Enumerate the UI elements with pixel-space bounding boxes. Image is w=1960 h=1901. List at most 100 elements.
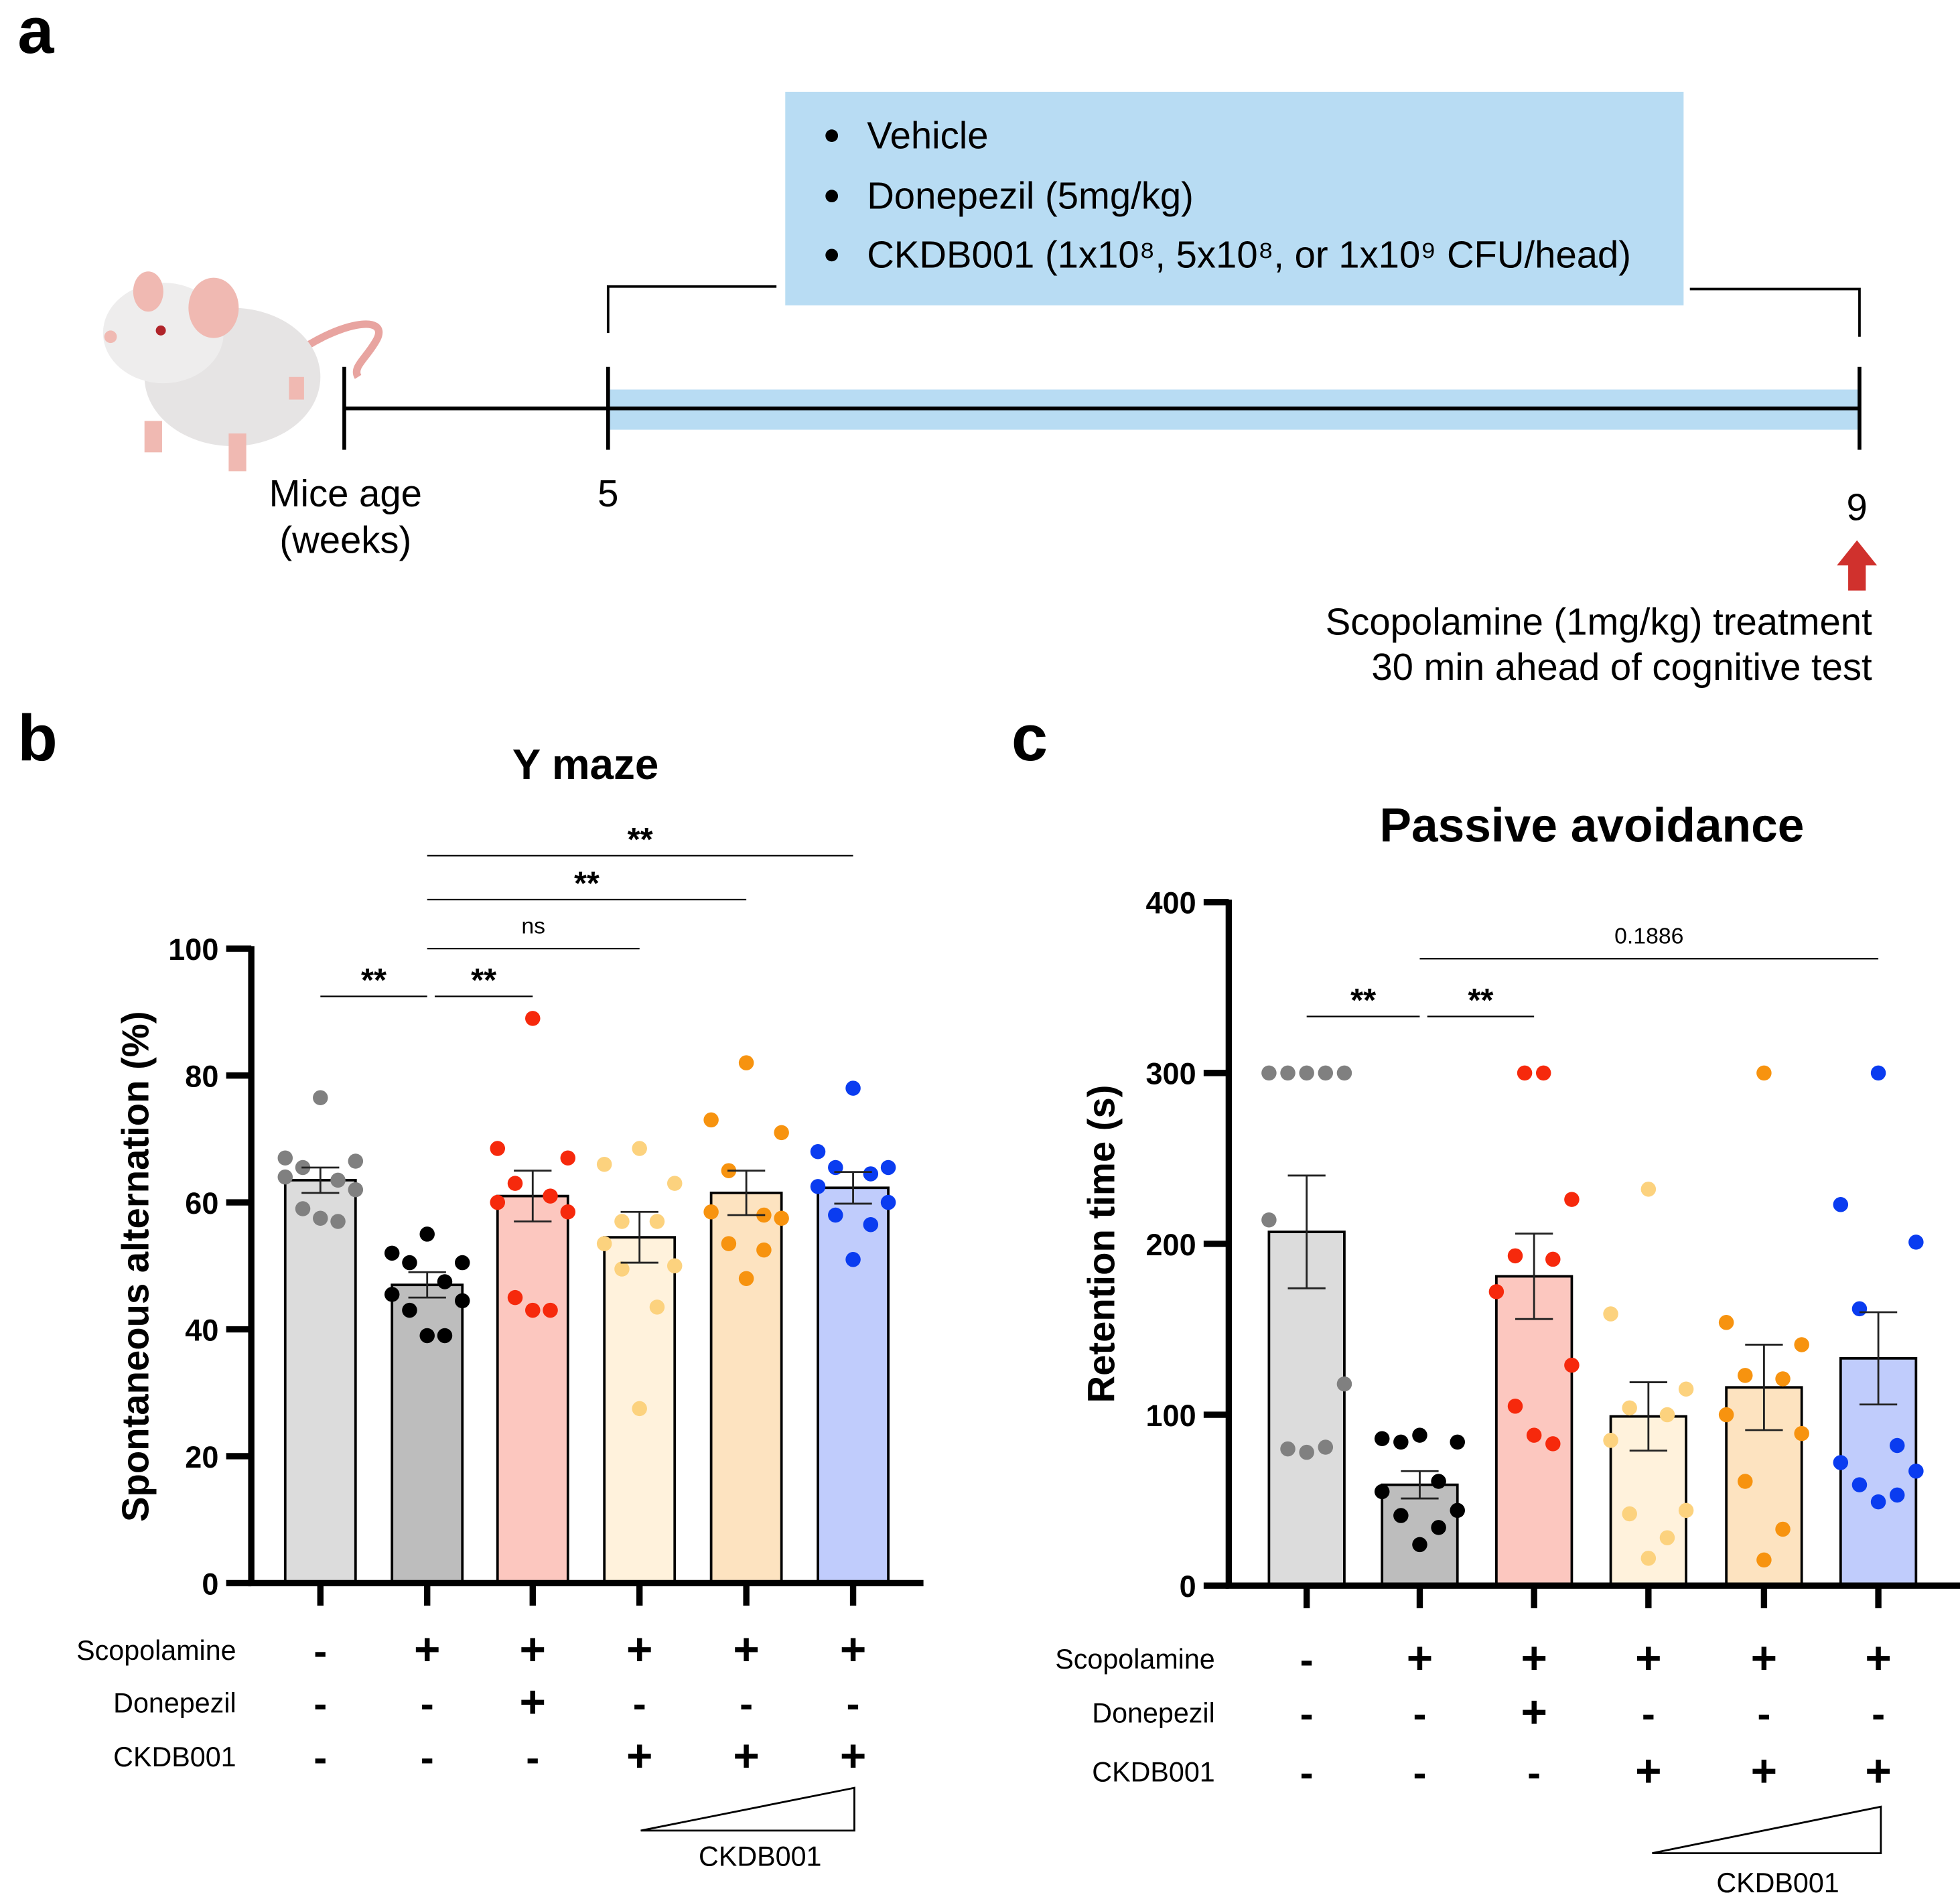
data-point <box>525 1302 541 1318</box>
data-point <box>1603 1306 1618 1322</box>
data-point <box>507 1176 523 1191</box>
treatment-donepezil: Donepezil (5mg/kg) <box>867 174 1194 216</box>
data-point <box>402 1302 417 1318</box>
condition-plus: + <box>1865 1633 1891 1683</box>
data-point <box>1889 1487 1905 1503</box>
y-tick-label: 20 <box>185 1440 218 1474</box>
data-point <box>419 1328 435 1344</box>
condition-minus: - <box>1527 1750 1541 1795</box>
data-point <box>330 1172 346 1188</box>
timeline-label-line2: (weeks) <box>279 518 411 561</box>
chart-title: Passive avoidance <box>1379 799 1804 853</box>
error-bar <box>301 1166 340 1194</box>
data-point <box>1261 1065 1277 1081</box>
condition-plus: + <box>520 1677 546 1728</box>
significance-label: 0.1886 <box>1614 924 1683 949</box>
data-point <box>1775 1521 1791 1537</box>
data-point <box>1564 1192 1580 1207</box>
data-point <box>384 1245 400 1261</box>
data-point <box>1412 1537 1427 1553</box>
data-point <box>1908 1235 1924 1250</box>
data-point <box>1299 1065 1314 1081</box>
condition-label: CKDB001 <box>113 1742 236 1772</box>
bar <box>709 1191 783 1585</box>
data-point <box>330 1214 346 1229</box>
data-point <box>863 1166 879 1182</box>
panel-letter-a: a <box>17 0 54 67</box>
significance-label: ** <box>1468 983 1493 1019</box>
data-point <box>1622 1400 1637 1416</box>
condition-minus: - <box>740 1681 753 1726</box>
data-point <box>348 1153 364 1169</box>
data-point <box>667 1176 683 1191</box>
y-tick-label: 40 <box>185 1313 218 1347</box>
data-point <box>560 1204 576 1220</box>
condition-label: Donepezil <box>113 1688 236 1719</box>
condition-plus: + <box>520 1624 546 1675</box>
data-point <box>632 1401 647 1417</box>
error-bar <box>1401 1470 1439 1500</box>
condition-minus: - <box>1300 1637 1314 1682</box>
data-point <box>1545 1251 1561 1267</box>
data-point <box>1336 1065 1352 1081</box>
data-point <box>1659 1407 1675 1423</box>
data-point <box>1718 1407 1734 1423</box>
y-tick-label: 80 <box>185 1060 218 1094</box>
chart-title: Y maze <box>512 740 659 788</box>
data-point <box>1517 1065 1533 1081</box>
data-point <box>1507 1399 1523 1414</box>
data-point <box>1318 1439 1334 1455</box>
condition-minus: - <box>633 1681 646 1726</box>
data-point <box>1622 1506 1637 1522</box>
dose-gradient-triangle <box>640 1786 855 1832</box>
data-point <box>1535 1065 1551 1081</box>
condition-label: Scopolamine <box>1055 1644 1214 1675</box>
data-point <box>384 1287 400 1302</box>
data-point <box>1640 1551 1657 1566</box>
data-point <box>863 1216 879 1233</box>
data-point <box>1393 1434 1409 1450</box>
data-point <box>1280 1441 1296 1457</box>
condition-label: Scopolamine <box>76 1635 236 1666</box>
condition-minus: - <box>1413 1691 1426 1736</box>
condition-minus: - <box>421 1681 434 1726</box>
condition-plus: + <box>1751 1633 1777 1683</box>
y-axis-label: Spontaneous alternation (%) <box>114 1011 156 1522</box>
data-point <box>1545 1436 1561 1452</box>
data-point <box>313 1210 328 1226</box>
data-point <box>402 1255 417 1271</box>
timeline-label-line1: Mice age <box>269 472 422 514</box>
treatment-bracket <box>606 285 1861 337</box>
data-point <box>880 1194 896 1210</box>
data-point <box>1908 1463 1924 1479</box>
error-bar <box>620 1210 658 1264</box>
condition-plus: + <box>626 1624 652 1675</box>
significance-label: ** <box>574 866 600 902</box>
data-point <box>1678 1381 1694 1397</box>
condition-plus: + <box>1865 1746 1891 1797</box>
y-tick-label: 60 <box>185 1186 218 1220</box>
significance-label: ** <box>1350 983 1376 1019</box>
condition-plus: + <box>414 1624 440 1675</box>
data-point <box>774 1210 789 1226</box>
data-point <box>277 1150 293 1166</box>
data-point <box>1526 1427 1542 1443</box>
bar <box>283 1179 357 1585</box>
dose-gradient-label: CKDB001 <box>699 1841 821 1872</box>
timeline-tick-5: 5 <box>598 472 618 514</box>
condition-minus: - <box>1300 1750 1314 1795</box>
data-point <box>1738 1368 1753 1383</box>
data-point <box>1336 1376 1352 1392</box>
condition-label: CKDB001 <box>1092 1757 1214 1788</box>
data-point <box>845 1080 861 1096</box>
data-point <box>649 1214 665 1229</box>
error-bar <box>1745 1344 1783 1431</box>
condition-minus: - <box>1757 1691 1770 1736</box>
data-point <box>1393 1508 1409 1523</box>
panel-b-y-maze-chart: b Y maze Spontaneous alternation (%) 0 20 40 6… <box>17 701 924 1872</box>
data-point <box>507 1289 523 1306</box>
treatment-vehicle: Vehicle <box>867 114 988 156</box>
condition-minus: - <box>1872 1691 1885 1736</box>
data-point <box>810 1144 826 1159</box>
data-point <box>1374 1431 1390 1447</box>
